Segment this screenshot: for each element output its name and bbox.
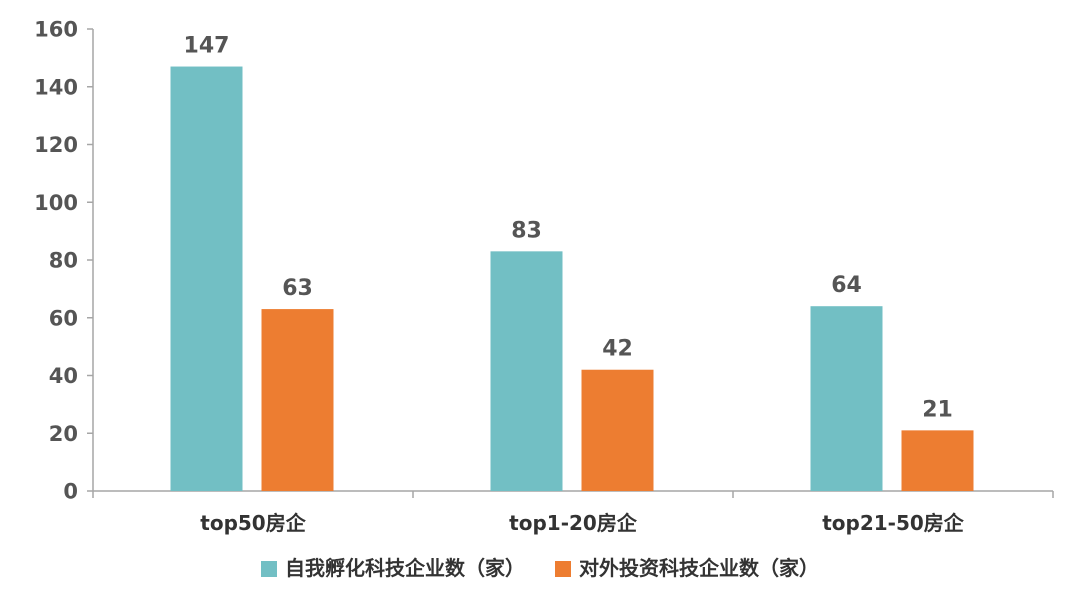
y-tick-label: 160 (34, 18, 78, 42)
legend: 自我孵化科技企业数（家） 对外投资科技企业数（家） (261, 556, 819, 580)
data-label: 83 (511, 218, 542, 243)
data-labels: 147 63 83 42 64 21 (184, 34, 953, 423)
category-labels: top50房企 top1-20房企 top21-50房企 (200, 511, 965, 535)
y-tick-label: 120 (34, 133, 78, 157)
y-tick-label: 100 (34, 191, 78, 215)
legend-swatch (555, 561, 571, 577)
bar (490, 251, 563, 491)
y-tick-label: 0 (63, 480, 78, 504)
bars (170, 66, 974, 491)
data-label: 21 (922, 397, 953, 422)
data-label: 147 (184, 34, 230, 59)
data-label: 64 (831, 273, 862, 298)
bar (170, 66, 243, 491)
data-label: 42 (602, 337, 633, 362)
y-tick-label: 80 (49, 249, 78, 273)
y-tick-label: 60 (49, 306, 78, 330)
bar (261, 309, 334, 491)
x-tick-label: top50房企 (200, 511, 306, 535)
legend-label: 对外投资科技企业数（家） (579, 556, 819, 580)
bar (810, 306, 883, 491)
x-tick-label: top21-50房企 (822, 511, 965, 535)
legend-item: 自我孵化科技企业数（家） (261, 556, 525, 580)
legend-item: 对外投资科技企业数（家） (555, 556, 819, 580)
x-tick-label: top1-20房企 (509, 511, 638, 535)
y-tick-label: 140 (34, 75, 78, 99)
legend-label: 自我孵化科技企业数（家） (285, 556, 525, 580)
bar (581, 369, 654, 491)
y-tick-label: 40 (49, 364, 78, 388)
y-axis-ticks: 0 20 40 60 80 100 120 140 160 (34, 18, 93, 504)
y-tick-label: 20 (49, 422, 78, 446)
data-label: 63 (282, 276, 313, 301)
legend-swatch (261, 561, 277, 577)
bar (901, 430, 974, 491)
